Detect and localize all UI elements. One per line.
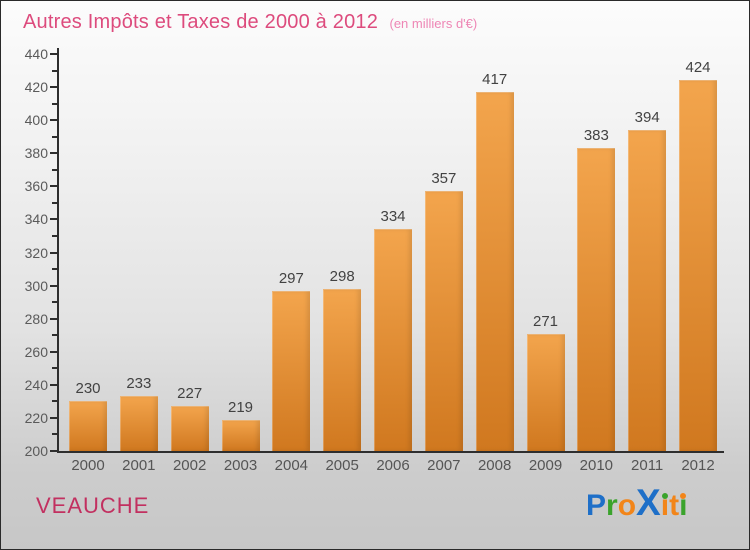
logo-letter-dot	[680, 493, 687, 499]
y-minor-tick	[52, 102, 57, 105]
logo-letter-dot	[661, 493, 668, 499]
y-major-tick	[50, 251, 57, 254]
y-minor-tick	[52, 433, 57, 436]
bar	[475, 92, 514, 451]
y-tick-label: 320	[24, 244, 48, 261]
y-tick-label: 240	[24, 376, 48, 393]
bar	[374, 229, 412, 451]
x-tick-label: 2005	[325, 457, 359, 474]
y-minor-tick	[52, 135, 57, 138]
y-major-tick	[50, 284, 57, 287]
bar-value-label: 219	[227, 398, 254, 416]
y-tick-label: 400	[24, 112, 48, 129]
bar	[323, 288, 362, 451]
logo-letter: r	[606, 489, 618, 522]
bar-value-label: 233	[126, 375, 152, 393]
y-minor-tick	[52, 367, 57, 370]
y-minor-tick	[52, 268, 57, 271]
proxiti-logo: ProXı tı	[586, 484, 687, 525]
bar	[272, 290, 311, 451]
y-minor-tick	[52, 234, 57, 237]
bar	[577, 148, 616, 451]
x-tick-label: 2003	[223, 457, 258, 474]
place-name: VEAUCHE	[36, 493, 150, 518]
x-tick-label: 2004	[274, 457, 309, 474]
x-tick-label: 2002	[172, 457, 207, 474]
y-major-tick	[50, 383, 57, 386]
y-tick-label: 220	[24, 409, 48, 426]
x-tick-label: 2000	[71, 457, 105, 474]
bar-value-label: 334	[380, 208, 406, 226]
y-tick-label: 200	[24, 443, 48, 459]
bar-value-label: 297	[278, 269, 304, 287]
chart-title: Autres Impôts et Taxes de 2000 à 2012	[23, 11, 379, 33]
x-tick-label: 2011	[631, 457, 664, 474]
y-minor-tick	[52, 69, 57, 72]
bar	[170, 406, 209, 451]
y-tick-label: 340	[24, 211, 48, 228]
y-tick-label: 380	[24, 145, 48, 162]
y-tick-label: 260	[24, 343, 48, 360]
bar-value-label: 417	[482, 71, 508, 89]
logo-letter: ı	[660, 489, 670, 522]
bar	[628, 130, 667, 451]
y-axis	[57, 48, 59, 453]
y-major-tick	[50, 450, 57, 452]
bar	[221, 419, 260, 451]
y-major-tick	[50, 53, 57, 55]
x-tick-label: 2012	[681, 457, 715, 474]
bar-value-label: 230	[75, 380, 101, 398]
x-tick-label: 2006	[376, 457, 410, 474]
logo-letter: t	[669, 489, 680, 522]
logo-letter: o	[617, 489, 637, 522]
bar	[69, 401, 107, 451]
y-minor-tick	[52, 334, 57, 337]
y-tick-label: 440	[24, 46, 48, 62]
bar-value-label: 424	[685, 59, 711, 77]
y-major-tick	[50, 218, 57, 221]
y-major-tick	[50, 86, 57, 89]
y-minor-tick	[52, 201, 57, 204]
bar	[526, 333, 565, 451]
logo-letter: P	[586, 489, 607, 522]
y-major-tick	[50, 350, 57, 353]
bar-value-label: 227	[177, 385, 203, 403]
y-tick-label: 300	[24, 277, 48, 294]
logo-letter: ı	[679, 489, 688, 522]
x-tick-label: 2009	[528, 457, 563, 474]
y-major-tick	[50, 119, 57, 122]
y-minor-tick	[52, 400, 57, 403]
title-row: Autres Impôts et Taxes de 2000 à 2012 (e…	[23, 11, 477, 34]
bar	[424, 191, 463, 451]
y-major-tick	[50, 416, 57, 419]
y-major-tick	[50, 152, 57, 155]
x-axis	[57, 451, 724, 453]
x-tick-label: 2008	[477, 457, 512, 474]
x-tick-label: 2007	[427, 457, 461, 474]
bar-value-label: 298	[329, 267, 355, 285]
bar-value-label: 357	[431, 170, 457, 188]
y-minor-tick	[52, 301, 57, 304]
chart-subtitle: (en milliers d'€)	[389, 16, 478, 31]
y-tick-label: 280	[24, 310, 48, 327]
bar-value-label: 394	[634, 109, 660, 127]
y-tick-label: 360	[24, 178, 48, 195]
y-major-tick	[50, 185, 57, 188]
y-tick-label: 420	[24, 79, 48, 96]
y-minor-tick	[52, 168, 57, 171]
bar-value-label: 271	[532, 312, 559, 330]
x-tick-label: 2010	[579, 457, 614, 474]
x-tick-label: 2001	[122, 457, 156, 474]
bar	[679, 80, 717, 451]
bar	[119, 396, 158, 451]
y-major-tick	[50, 317, 57, 320]
logo-letter: X	[636, 482, 661, 523]
bar-value-label: 383	[583, 127, 609, 145]
